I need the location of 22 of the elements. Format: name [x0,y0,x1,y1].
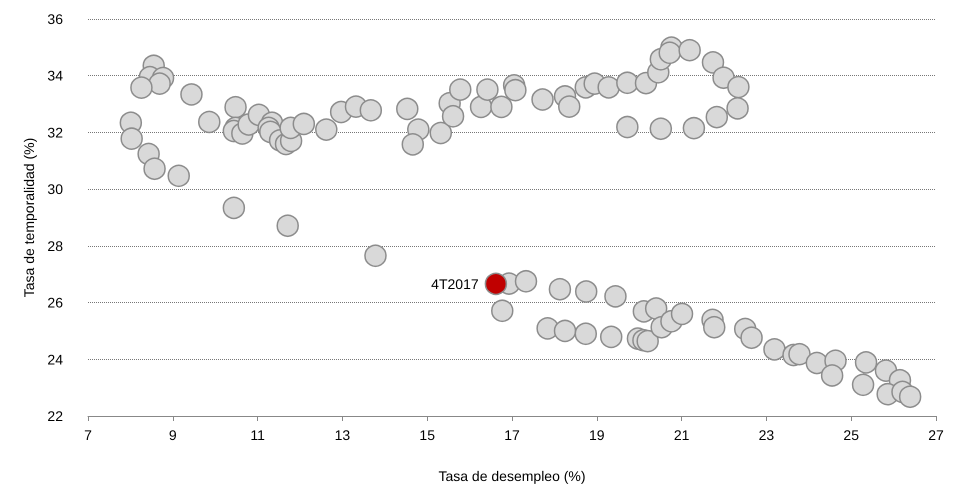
x-tick-label: 17 [504,427,520,443]
x-tick-label: 15 [419,427,436,443]
x-tick-label: 11 [250,427,266,443]
x-tick-label: 21 [674,427,690,443]
y-tick-label: 26 [47,294,64,311]
x-tick-label: 19 [589,427,605,443]
annotation: 4T2017 [431,276,479,292]
x-tick-label: 13 [334,427,350,443]
y-tick-label: 36 [47,11,64,27]
x-tick-label: 7 [84,427,92,443]
y-tick-label: 24 [47,351,64,368]
y-tick-label: 30 [47,181,64,198]
y-tick-label: 34 [47,68,64,84]
x-tick-label: 23 [758,427,774,443]
y-tick-label: 32 [47,124,64,140]
x-axis-title: Tasa de desempleo (%) [438,468,586,484]
x-tick-label: 25 [843,427,860,443]
x-tick-label: 27 [928,427,944,443]
y-tick-label: 28 [47,238,64,254]
x-tick-label: 9 [168,427,177,443]
y-tick-label: 22 [47,408,64,424]
y-axis-title: Tasa de temporalidad (%) [21,138,37,298]
